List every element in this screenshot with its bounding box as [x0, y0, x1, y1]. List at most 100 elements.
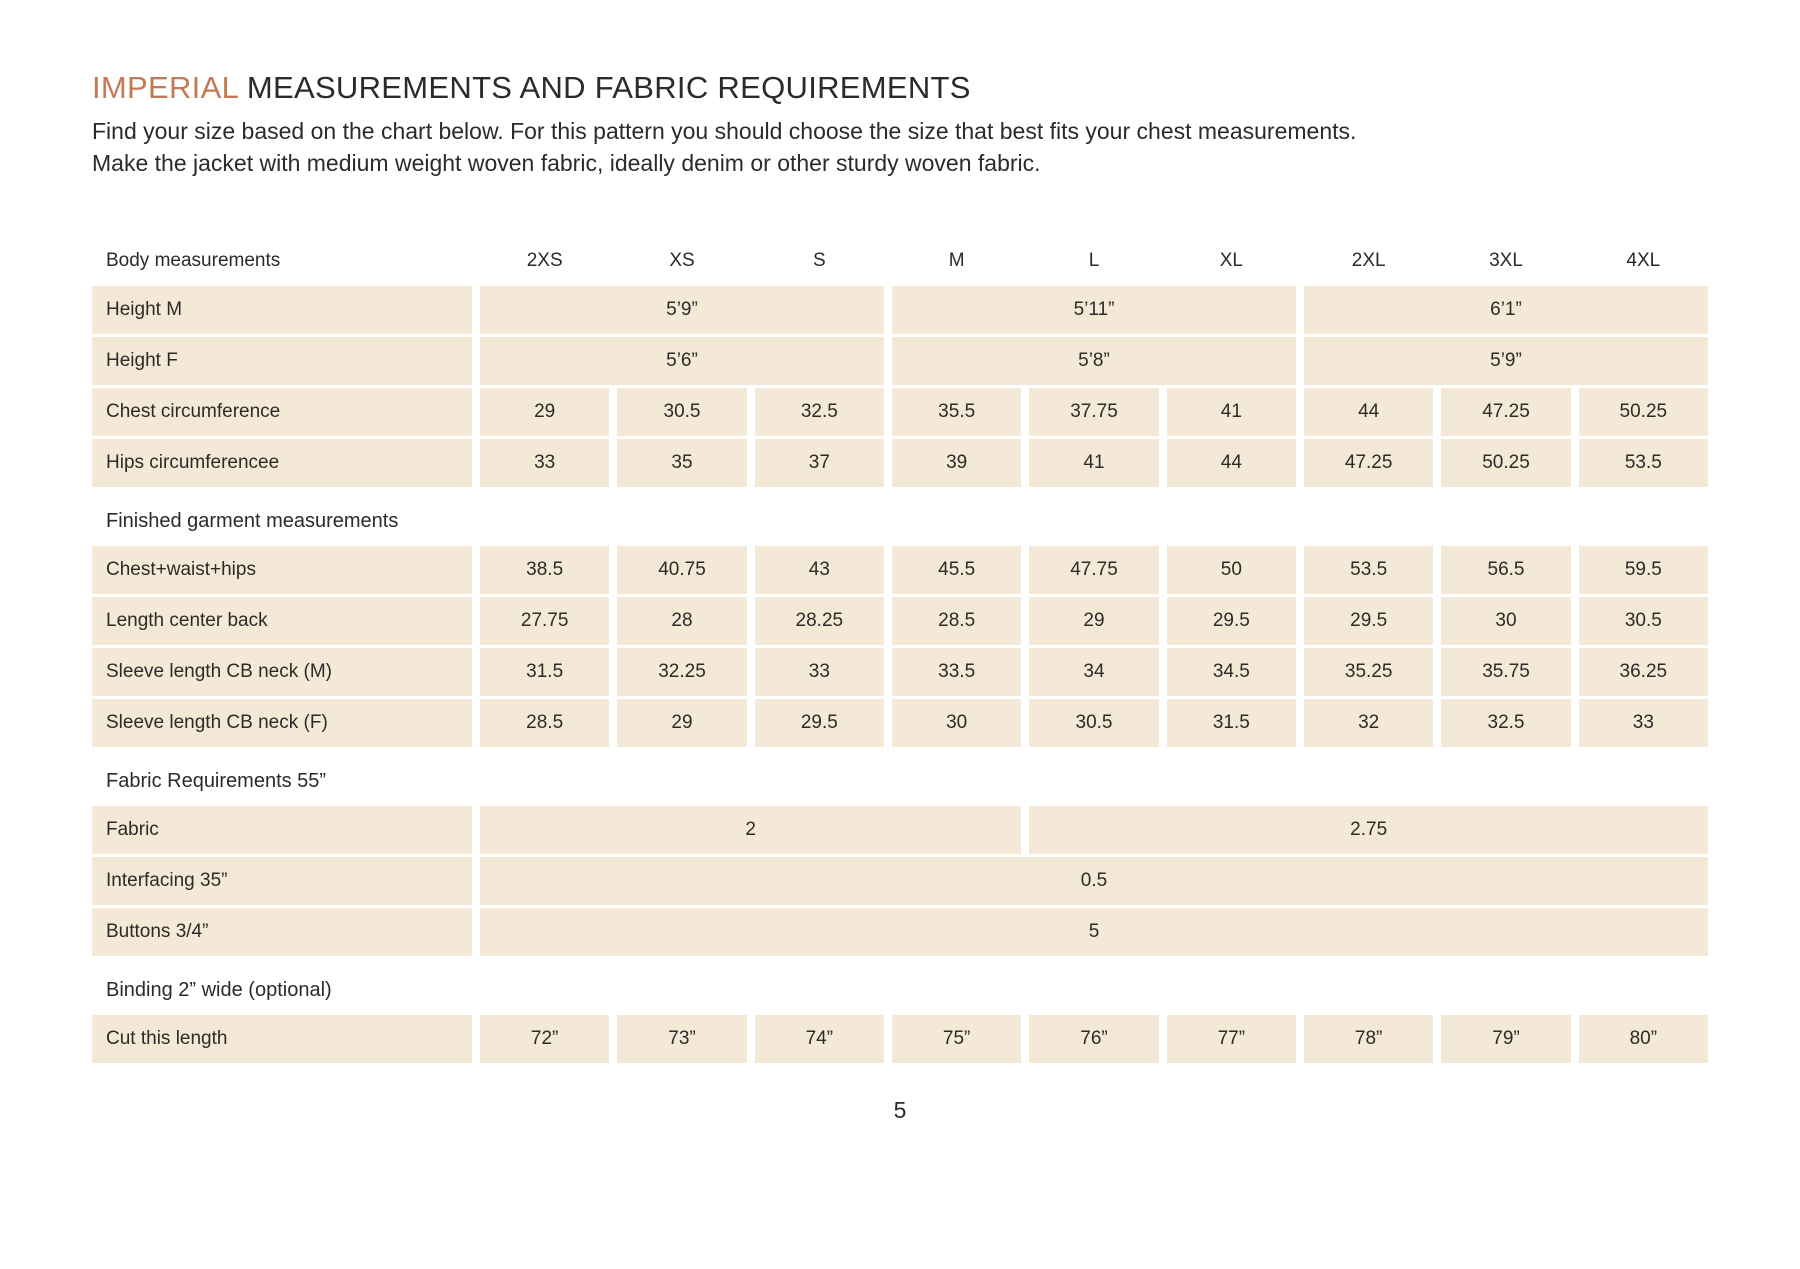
column-header-3xl: 3XL: [1489, 250, 1523, 272]
row-label: Length center back: [92, 597, 472, 646]
row-label: Sleeve length CB neck (M): [92, 648, 472, 697]
value-cell: 50.25: [1578, 388, 1708, 437]
value-cell: 72”: [480, 1015, 610, 1064]
value-cell: 28.5: [891, 597, 1022, 646]
value-cell: 32.25: [617, 648, 747, 697]
value-cell: 35: [617, 439, 747, 488]
value-cell: 32.5: [754, 388, 884, 437]
value-cell: 47.75: [1029, 546, 1159, 595]
section-header: Binding 2” wide (optional): [106, 979, 332, 1002]
value-cell: 28: [617, 597, 747, 646]
value-cell: 5’6”: [480, 337, 884, 386]
value-cell: 29.5: [1166, 597, 1296, 646]
value-cell: 41: [1029, 439, 1159, 488]
value-cell: 53.5: [1578, 439, 1708, 488]
row-label: Chest circumference: [92, 388, 472, 437]
value-cell: 33: [480, 439, 610, 488]
value-cell: 35.5: [891, 388, 1022, 437]
row-label: Buttons 3/4”: [92, 908, 472, 957]
value-cell: 43: [754, 546, 884, 595]
value-cell: 80”: [1578, 1015, 1708, 1064]
value-cell: 41: [1166, 388, 1296, 437]
value-cell: 33: [754, 648, 884, 697]
value-cell: 5’9”: [1303, 337, 1708, 386]
value-cell: 34.5: [1166, 648, 1296, 697]
value-cell: 73”: [617, 1015, 747, 1064]
value-cell: 30.5: [1029, 699, 1159, 748]
value-cell: 50: [1166, 546, 1296, 595]
page-number: 5: [893, 1097, 907, 1124]
row-label: Height M: [92, 286, 472, 335]
value-cell: 56.5: [1441, 546, 1571, 595]
value-cell: 35.75: [1441, 648, 1571, 697]
value-cell: 33.5: [891, 648, 1022, 697]
section-header: Finished garment measurements: [106, 510, 399, 533]
value-cell: 76”: [1029, 1015, 1159, 1064]
value-cell: 79”: [1441, 1015, 1571, 1064]
row-label: Height F: [92, 337, 472, 386]
value-cell: 0.5: [480, 857, 1708, 906]
value-cell: 35.25: [1303, 648, 1434, 697]
value-cell: 40.75: [617, 546, 747, 595]
value-cell: 39: [891, 439, 1022, 488]
value-cell: 38.5: [480, 546, 610, 595]
row-label: Cut this length: [92, 1015, 472, 1064]
value-cell: 34: [1029, 648, 1159, 697]
column-header-xs: XS: [669, 250, 695, 272]
column-header-m: M: [948, 250, 965, 272]
column-header-xl: XL: [1219, 250, 1243, 272]
value-cell: 37.75: [1029, 388, 1159, 437]
value-cell: 30: [891, 699, 1022, 748]
value-cell: 29: [480, 388, 610, 437]
value-cell: 50.25: [1441, 439, 1571, 488]
value-cell: 45.5: [891, 546, 1022, 595]
value-cell: 28.25: [754, 597, 884, 646]
column-header-2xl: 2XL: [1351, 250, 1386, 272]
value-cell: 29: [617, 699, 747, 748]
value-cell: 75”: [891, 1015, 1022, 1064]
column-header-4xl: 4XL: [1626, 250, 1661, 272]
value-cell: 47.25: [1441, 388, 1571, 437]
column-header-s: S: [812, 250, 826, 272]
value-cell: 6’1”: [1303, 286, 1708, 335]
value-cell: 2.75: [1029, 806, 1708, 855]
title-imperial-highlight: IMPERIAL: [92, 70, 238, 105]
intro-paragraph: Find your size based on the chart below.…: [92, 118, 1357, 176]
value-cell: 77”: [1166, 1015, 1296, 1064]
section-header: Fabric Requirements 55”: [106, 770, 327, 793]
value-cell: 5’8”: [891, 337, 1296, 386]
value-cell: 27.75: [480, 597, 610, 646]
value-cell: 44: [1303, 388, 1434, 437]
row-label: Fabric: [92, 806, 472, 855]
table-header-label: Body measurements: [106, 250, 281, 272]
title-rest: MEASUREMENTS AND FABRIC REQUIREMENTS: [237, 70, 971, 105]
value-cell: 30.5: [1578, 597, 1708, 646]
value-cell: 28.5: [480, 699, 610, 748]
value-cell: 2: [480, 806, 1022, 855]
value-cell: 78”: [1303, 1015, 1434, 1064]
value-cell: 5’11”: [891, 286, 1296, 335]
value-cell: 31.5: [480, 648, 610, 697]
value-cell: 30: [1441, 597, 1571, 646]
value-cell: 53.5: [1303, 546, 1434, 595]
value-cell: 30.5: [617, 388, 747, 437]
value-cell: 29.5: [754, 699, 884, 748]
value-cell: 36.25: [1578, 648, 1708, 697]
value-cell: 32.5: [1441, 699, 1571, 748]
row-label: Chest+waist+hips: [92, 546, 472, 595]
column-header-2xs: 2XS: [526, 250, 563, 272]
measurements-table: Body measurements 2XS XS S M L XL 2XL 3XL 4XL Heig…: [92, 239, 1708, 1064]
row-label: Interfacing 35”: [92, 857, 472, 906]
page-title: IMPERIAL MEASUREMENTS AND FABRIC REQUIRE…: [92, 70, 1708, 106]
value-cell: 59.5: [1578, 546, 1708, 595]
value-cell: 33: [1578, 699, 1708, 748]
value-cell: 5: [480, 908, 1708, 957]
row-label: Hips circumferencee: [92, 439, 472, 488]
column-header-l: L: [1088, 250, 1100, 272]
value-cell: 5’9”: [480, 286, 884, 335]
value-cell: 37: [754, 439, 884, 488]
value-cell: 31.5: [1166, 699, 1296, 748]
value-cell: 47.25: [1303, 439, 1434, 488]
value-cell: 29: [1029, 597, 1159, 646]
